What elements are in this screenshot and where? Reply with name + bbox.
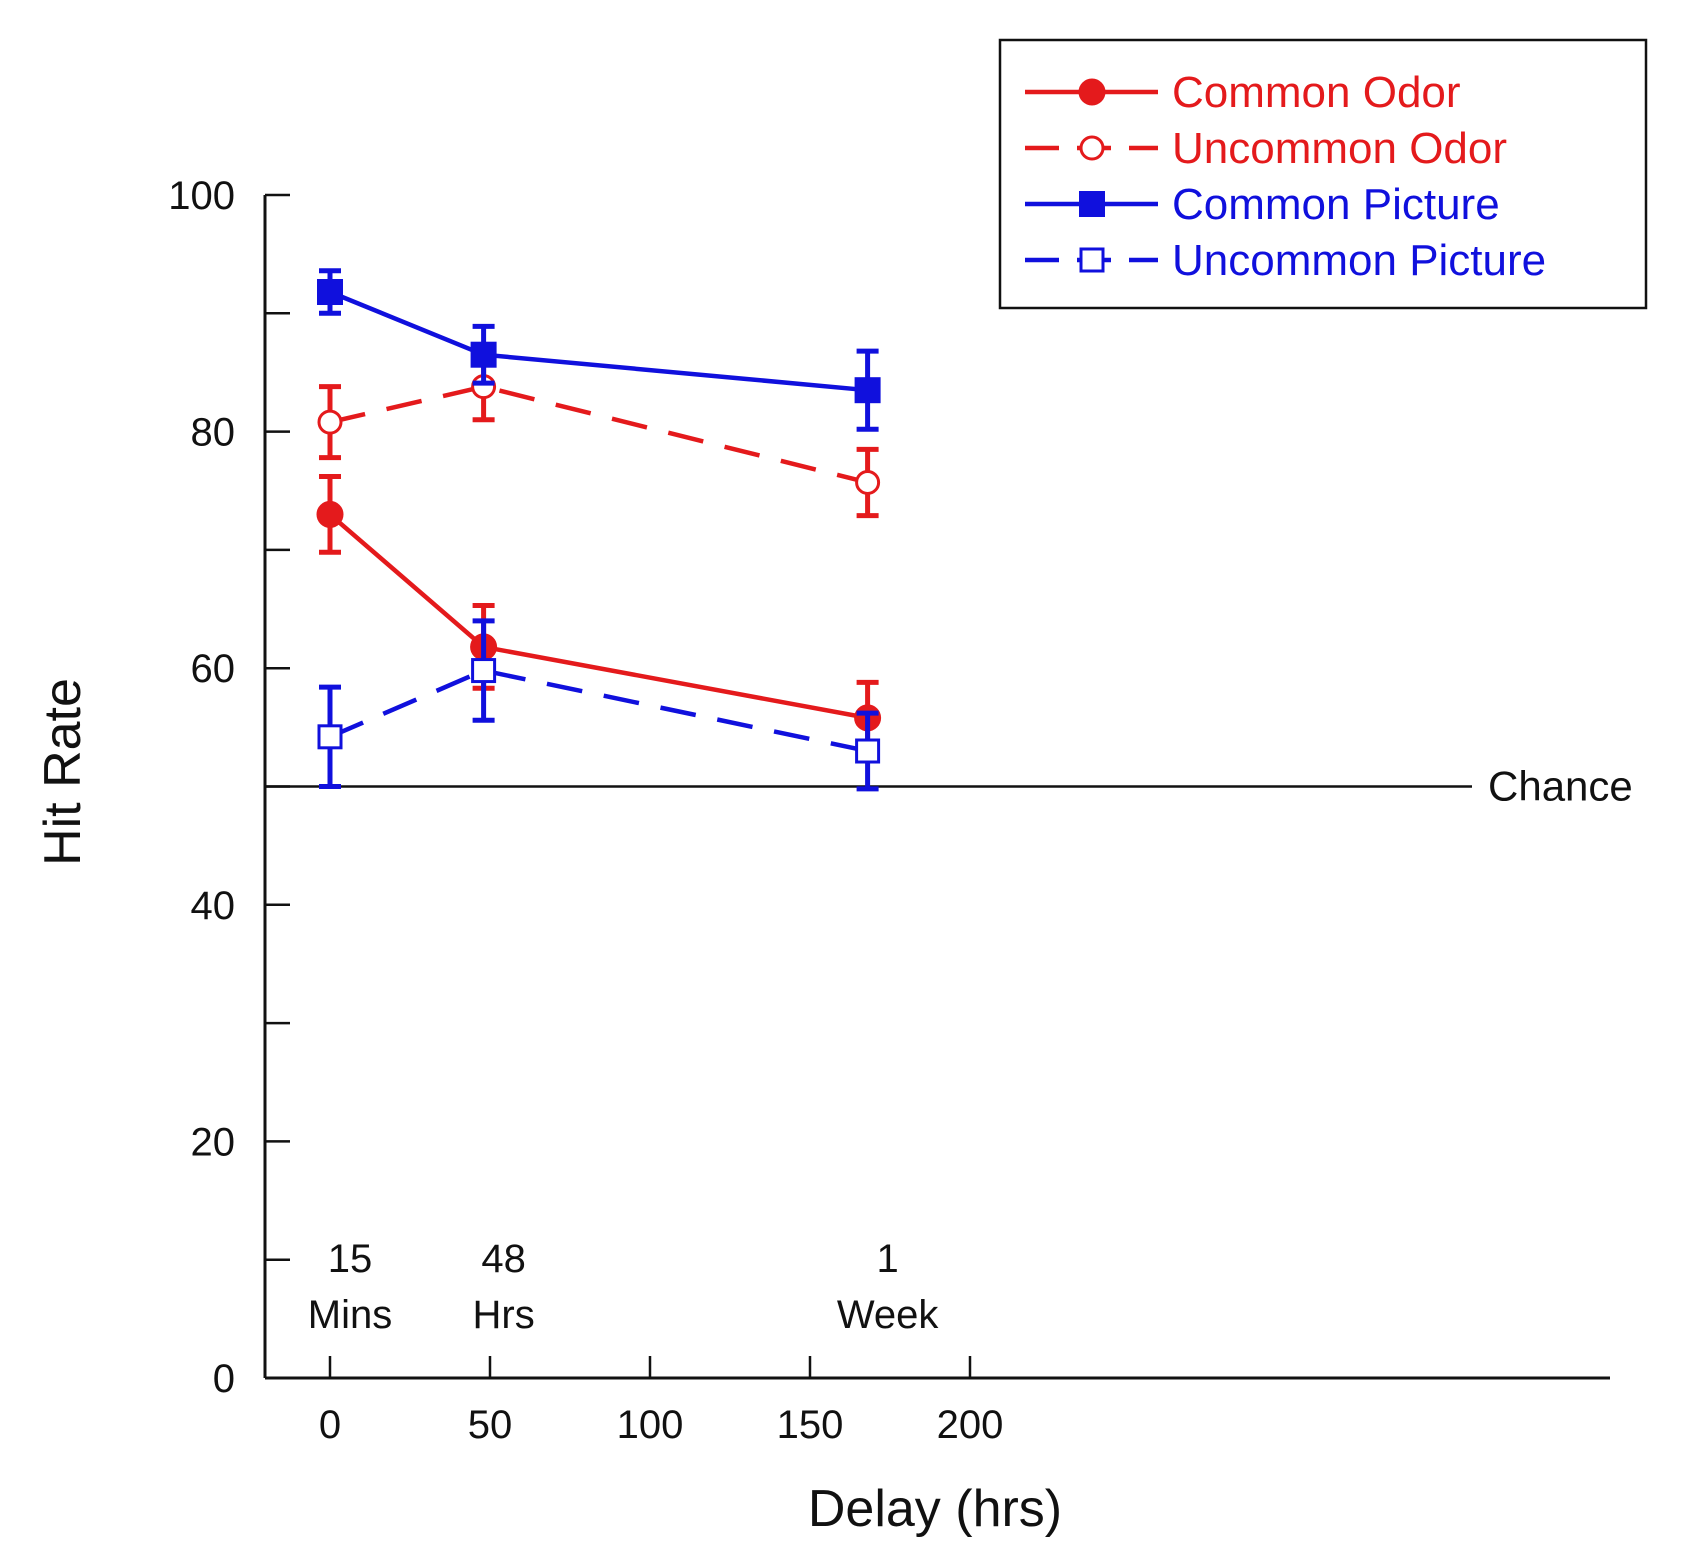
delay-annotation-unit: Hrs xyxy=(472,1293,534,1337)
series-uncommon-picture xyxy=(317,618,881,792)
series-common-picture xyxy=(317,268,881,432)
data-point-uncommon-picture xyxy=(471,658,497,684)
legend-box xyxy=(998,38,1648,310)
legend-marker-common-odor xyxy=(1078,78,1106,106)
data-point-uncommon-odor xyxy=(317,409,343,435)
legend-marker-uncommon-odor xyxy=(1079,135,1105,161)
data-point-common-picture xyxy=(854,377,881,404)
data-point-uncommon-odor xyxy=(855,469,881,495)
legend-marker-common-picture xyxy=(1079,191,1105,217)
delay-annotation-value: 48 xyxy=(481,1237,526,1281)
x-tick-label: 200 xyxy=(937,1403,1004,1447)
legend-marker-uncommon-picture xyxy=(1079,247,1105,273)
legend-label-uncommon-odor: Uncommon Odor xyxy=(1172,124,1507,173)
data-point-common-picture xyxy=(317,279,343,306)
y-tick-label: 40 xyxy=(191,884,236,928)
data-point-uncommon-picture xyxy=(855,738,881,764)
axes: 0 20 40 60 80 100 0 50 100 150 200 xyxy=(168,174,1610,1447)
legend: Common Odor Uncommon Odor Common Picture… xyxy=(998,38,1648,310)
y-tick-label: 20 xyxy=(191,1120,236,1164)
data-point-common-odor xyxy=(316,500,344,528)
data-point-uncommon-picture xyxy=(317,724,343,750)
delay-annotation-unit: Week xyxy=(837,1293,940,1337)
y-tick-label: 80 xyxy=(191,411,236,455)
delay-annotation-value: 15 xyxy=(328,1237,373,1281)
legend-label-uncommon-picture: Uncommon Picture xyxy=(1172,236,1546,285)
y-axis-title: Hit Rate xyxy=(34,678,92,866)
y-tick-label: 60 xyxy=(191,647,236,691)
data-point-common-picture xyxy=(470,341,497,368)
chance-reference: Chance xyxy=(265,763,1633,810)
x-tick-label: 150 xyxy=(777,1403,844,1447)
series-line-common-picture xyxy=(329,289,868,393)
legend-label-common-picture: Common Picture xyxy=(1172,180,1500,229)
y-tick-label: 100 xyxy=(168,174,235,218)
x-axis-title: Delay (hrs) xyxy=(808,1480,1062,1538)
series-line-uncommon-odor xyxy=(329,384,869,485)
delay-annotation-unit: Mins xyxy=(308,1293,392,1337)
chance-label: Chance xyxy=(1488,763,1633,810)
x-tick-label: 100 xyxy=(617,1403,684,1447)
y-tick-label: 0 xyxy=(213,1357,235,1401)
series-line-uncommon-picture xyxy=(329,668,869,754)
legend-label-common-odor: Common Odor xyxy=(1172,68,1461,117)
series-line-common-odor xyxy=(328,512,869,721)
series-common-odor xyxy=(316,474,882,756)
series-uncommon-odor xyxy=(317,351,881,519)
delay-annotation-value: 1 xyxy=(876,1237,898,1281)
plot-series xyxy=(316,268,882,792)
x-tick-label: 0 xyxy=(319,1403,341,1447)
delay-annotations: 15 Mins 48 Hrs 1 Week xyxy=(308,1237,940,1337)
x-tick-label: 50 xyxy=(468,1403,513,1447)
